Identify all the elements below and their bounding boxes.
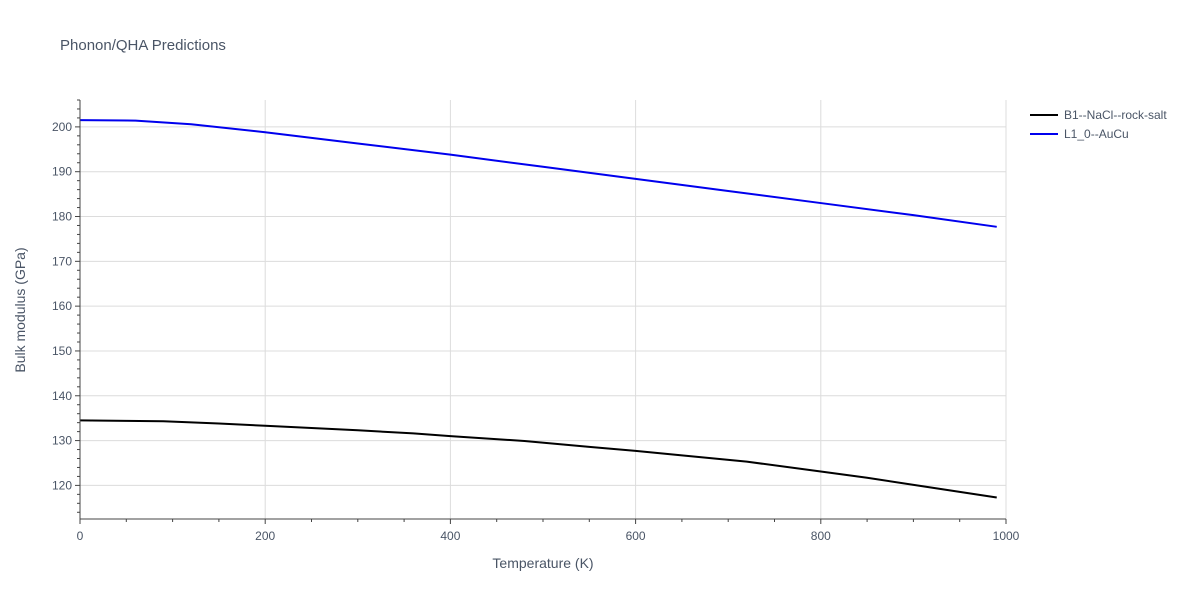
y-tick-label: 120 — [52, 478, 72, 492]
x-tick-label: 600 — [626, 529, 646, 543]
series-line-0 — [79, 419, 997, 499]
legend[interactable]: B1--NaCl--rock-salt L1_0--AuCu — [1030, 108, 1167, 141]
series-lines — [79, 119, 997, 499]
y-tick-label: 170 — [52, 254, 72, 268]
x-axis-title: Temperature (K) — [492, 555, 593, 571]
grid — [80, 100, 1007, 519]
legend-label: B1--NaCl--rock-salt — [1064, 108, 1167, 122]
legend-item-1[interactable]: L1_0--AuCu — [1030, 127, 1129, 141]
series-line-1 — [79, 119, 997, 228]
y-axis-title: Bulk modulus (GPa) — [12, 247, 28, 372]
legend-label: L1_0--AuCu — [1064, 127, 1129, 141]
chart-title: Phonon/QHA Predictions — [60, 37, 226, 54]
y-tick-label: 160 — [52, 299, 72, 313]
x-tick-label: 800 — [811, 529, 831, 543]
x-tick-label: 200 — [255, 529, 275, 543]
x-tick-label: 0 — [77, 529, 84, 543]
x-tick-label: 1000 — [993, 529, 1020, 543]
legend-item-0[interactable]: B1--NaCl--rock-salt — [1030, 108, 1167, 122]
y-tick-label: 200 — [52, 120, 72, 134]
y-tick-label: 180 — [52, 210, 72, 224]
y-tick-label: 130 — [52, 434, 72, 448]
y-tick-label: 140 — [52, 389, 72, 403]
x-tick-label: 400 — [440, 529, 460, 543]
axes: 0 200 400 600 800 1000 120 130 140 150 160 170 180 19… — [52, 99, 1020, 543]
y-tick-label: 190 — [52, 165, 72, 179]
y-tick-label: 150 — [52, 344, 72, 358]
